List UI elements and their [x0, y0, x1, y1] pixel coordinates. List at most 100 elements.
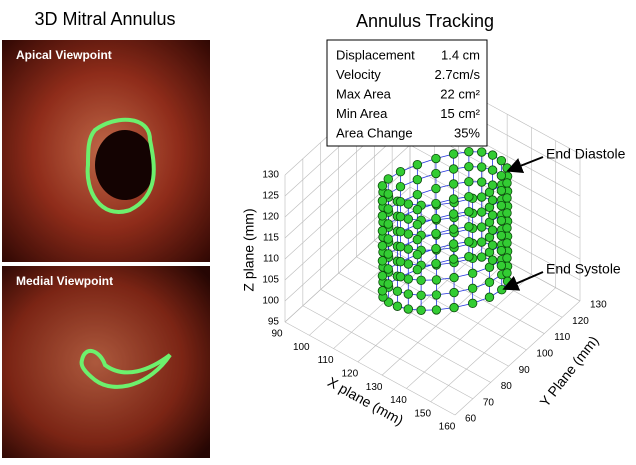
marker-dot [450, 303, 459, 312]
marker-dot [468, 269, 477, 278]
marker-dot [497, 156, 506, 165]
marker-dot [432, 199, 441, 208]
panel-label: Apical Viewpoint [16, 48, 112, 62]
grid-line [374, 241, 544, 334]
marker-dot [417, 306, 426, 315]
annotation: End Diastole [546, 146, 626, 162]
marker-dot [497, 171, 506, 180]
z-tick-label: 105 [262, 275, 279, 286]
marker-dot [488, 166, 497, 175]
marker-dot [503, 239, 512, 248]
marker-dot [384, 205, 393, 214]
marker-dot [497, 186, 506, 195]
marker-dot [404, 305, 413, 314]
marker-dot [477, 253, 486, 262]
marker-dot [432, 291, 441, 300]
marker-dot [477, 163, 486, 172]
marker-dot [485, 293, 494, 302]
marker-dot [468, 284, 477, 293]
marker-dot [497, 285, 506, 294]
marker-dot [477, 178, 486, 187]
marker-dot [488, 196, 497, 205]
marker-dot [378, 182, 387, 191]
marker-dot [396, 242, 405, 251]
marker-dot [465, 222, 474, 231]
stat-label: Area Change [336, 125, 413, 140]
stat-value: 1.4 cm [441, 47, 480, 62]
marker-dot [413, 205, 422, 214]
marker-dot [465, 177, 474, 186]
z-tick-label: 95 [268, 317, 280, 328]
marker-dot [384, 190, 393, 199]
marker-dot [413, 190, 422, 199]
marker-dot [432, 276, 441, 285]
marker-dot [449, 240, 458, 249]
marker-dot [465, 237, 474, 246]
marker-dot [432, 169, 441, 178]
marker-dot [450, 288, 459, 297]
marker-dot [503, 164, 512, 173]
marker-dot [404, 230, 413, 239]
annotation: End Systole [546, 261, 621, 277]
z-tick-label: 125 [262, 191, 279, 202]
marker-dot [465, 162, 474, 171]
marker-dot [384, 235, 393, 244]
marker-dot [465, 207, 474, 216]
marker-dot [450, 273, 459, 282]
marker-dot [432, 229, 441, 238]
marker-dot [396, 227, 405, 236]
marker-dot [432, 259, 441, 268]
marker-dot [413, 160, 422, 169]
marker-dot [378, 287, 387, 296]
marker-dot [404, 290, 413, 299]
marker-dot [503, 269, 512, 278]
marker-dot [396, 212, 405, 221]
marker-dot [497, 201, 506, 210]
marker-dot [396, 257, 405, 266]
marker-dot [417, 291, 426, 300]
marker-dot [477, 238, 486, 247]
marker-dot [432, 306, 441, 315]
x-tick-label: 130 [366, 382, 383, 393]
marker-dot [497, 246, 506, 255]
y-tick-label: 80 [501, 381, 513, 392]
z-tick-label: 130 [262, 170, 279, 181]
marker-dot [432, 184, 441, 193]
marker-dot [465, 147, 474, 156]
marker-dot [384, 220, 393, 229]
marker-dot [393, 302, 402, 311]
marker-dot [497, 231, 506, 240]
marker-dot [413, 250, 422, 259]
marker-dot [404, 260, 413, 269]
marker-dot [378, 272, 387, 281]
marker-dot [488, 181, 497, 190]
grid-line [339, 273, 509, 366]
grid-line [406, 274, 531, 388]
stat-value: 2.7cm/s [434, 67, 480, 82]
marker-dot [404, 245, 413, 254]
z-tick-label: 115 [263, 233, 279, 244]
y-tick-label: 110 [554, 332, 570, 343]
y-tick-label: 120 [572, 316, 589, 327]
right-title: Annulus Tracking [356, 11, 494, 31]
y-tick-label: 60 [465, 414, 477, 425]
left-title: 3D Mitral Annulus [34, 9, 175, 29]
marker-dot [449, 225, 458, 234]
marker-dot [503, 254, 512, 263]
marker-dot [396, 197, 405, 206]
stat-value: 22 cm² [440, 86, 480, 101]
marker-dot [384, 250, 393, 259]
marker-dot [449, 180, 458, 189]
marker-dot [432, 154, 441, 163]
x-tick-label: 90 [271, 329, 283, 340]
z-axis-label: Z plane (mm) [241, 208, 257, 291]
marker-dot [488, 241, 497, 250]
marker-dot [449, 210, 458, 219]
marker-dot [497, 216, 506, 225]
marker-dot [404, 275, 413, 284]
z-tick-label: 110 [263, 254, 279, 265]
marker-dot [465, 252, 474, 261]
marker-dot [396, 272, 405, 281]
marker-dot [449, 150, 458, 159]
y-tick-label: 130 [590, 300, 607, 311]
